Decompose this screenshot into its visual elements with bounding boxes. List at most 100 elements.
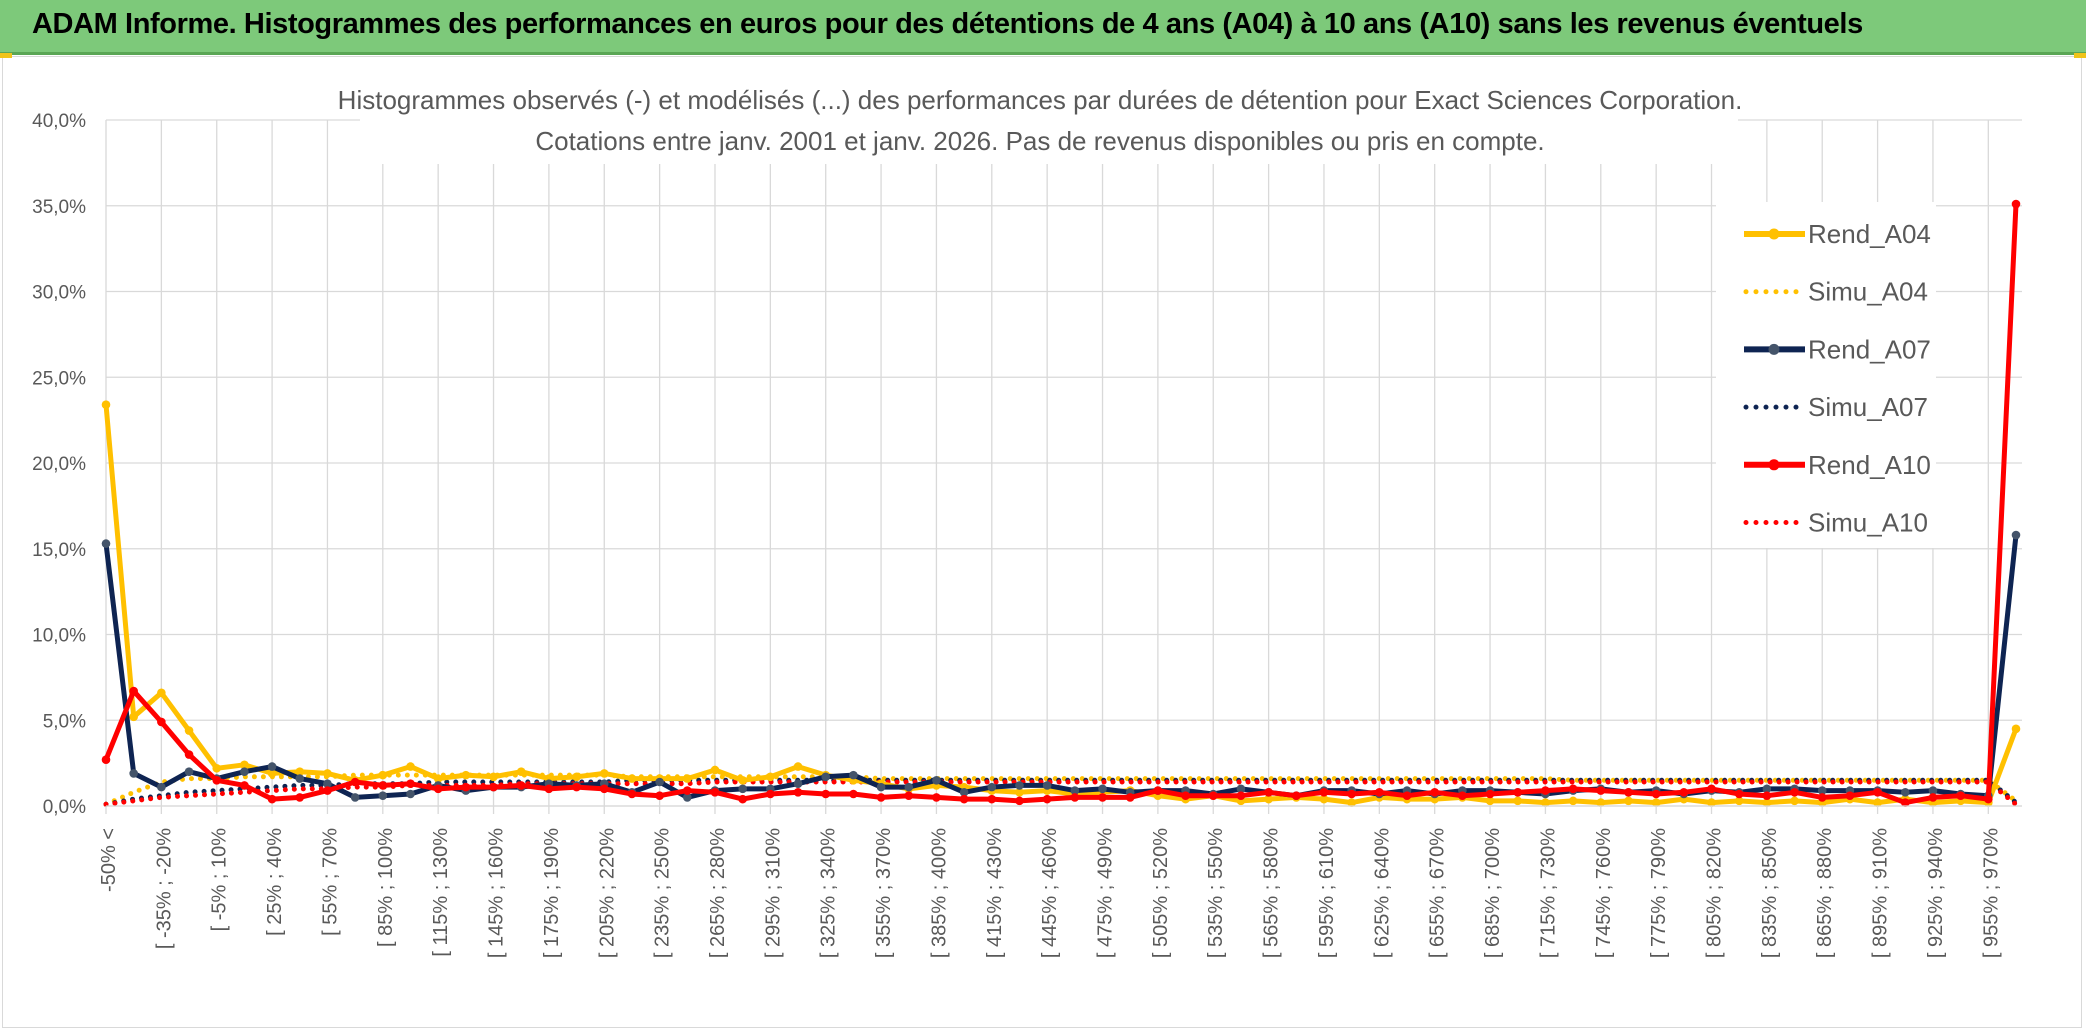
series-rend-a07-point	[987, 782, 997, 792]
series-rend-a04-point	[212, 763, 222, 773]
series-rend-a10-point	[350, 777, 360, 787]
series-rend-a10-point	[959, 794, 969, 804]
series-rend-a10-point	[1042, 794, 1052, 804]
series-rend-a04-point	[323, 769, 332, 778]
x-tick-label: [ 25% ; 40%	[264, 828, 286, 936]
series-rend-a10-point	[599, 784, 609, 794]
series-rend-a10-point	[1513, 787, 1523, 797]
series-rend-a07-point	[1236, 784, 1246, 794]
series-rend-a10-point	[821, 789, 831, 799]
x-tick-label: [ 805% ; 820%	[1704, 828, 1726, 958]
series-rend-a04-point	[2011, 724, 2021, 734]
series-simu-a10-line	[103, 779, 2019, 807]
series-rend-a07-point	[904, 782, 914, 792]
series-rend-a10-point	[323, 786, 332, 795]
series-rend-a04-point	[1873, 798, 1882, 807]
series-rend-a07-point	[157, 782, 166, 792]
chart-title-line1: Histogrammes observés (-) et modélisés (…	[338, 85, 1743, 115]
x-tick-label: [ 385% ; 400%	[928, 828, 950, 958]
x-tick-label: [ 595% ; 610%	[1316, 828, 1338, 958]
y-tick-label: 15,0%	[32, 540, 86, 561]
x-tick-label: -50% <	[98, 828, 120, 892]
x-tick-label: [ 835% ; 850%	[1759, 828, 1781, 958]
series-rend-a04-point	[1624, 796, 1633, 806]
series-rend-a10-point	[1596, 786, 1606, 795]
series-rend-a04-point	[1568, 796, 1578, 806]
series-rend-a10-point	[1790, 787, 1799, 797]
series-rend-a04-point	[184, 726, 194, 735]
x-tick-label: [ 685% ; 700%	[1482, 828, 1504, 958]
series-rend-a04-point	[1707, 798, 1716, 807]
series-rend-a10-point	[1900, 798, 1910, 807]
series-rend-a10-point	[1181, 791, 1190, 801]
series-rend-a04-point	[710, 765, 720, 775]
series-rend-a10-point	[904, 791, 914, 801]
y-tick-label: 40,0%	[32, 111, 86, 132]
series-rend-a10-point	[1817, 793, 1827, 802]
series-rend-a10-point	[433, 784, 443, 794]
chart-frame	[2, 56, 2082, 1028]
series-rend-a04-point	[1015, 787, 1024, 797]
series-rend-a10-point	[1956, 791, 1965, 801]
series-rend-a07-line	[103, 534, 2019, 800]
series-rend-a10-point	[1707, 784, 1716, 794]
series-rend-a07-point	[1098, 784, 1107, 794]
series-rend-a04-point	[240, 760, 249, 770]
x-tick-label: [ 115% ; 130%	[430, 828, 452, 957]
chart-title-line2: Cotations entre janv. 2001 et janv. 2026…	[535, 126, 1544, 156]
series-rend-a04-point	[433, 774, 443, 783]
y-tick-label: 10,0%	[32, 626, 86, 647]
series-rend-a07-point	[655, 777, 664, 787]
series-rend-a10-point	[1624, 787, 1633, 797]
y-tick-label: 25,0%	[32, 368, 86, 389]
series-rend-a07-point	[378, 791, 388, 801]
series-rend-a04-point	[1319, 794, 1329, 804]
series-rend-a10-point	[1762, 791, 1772, 801]
series-rend-a07-point	[1928, 786, 1938, 795]
x-tick-label: [ 535% ; 550%	[1205, 828, 1227, 958]
legend-marker-rend-a04	[1768, 228, 1780, 240]
series-rend-a10-point	[849, 789, 858, 799]
series-rend-a10-point	[2011, 199, 2021, 209]
series-rend-a04-point	[599, 769, 609, 778]
series-rend-a07-point	[1015, 781, 1024, 790]
x-tick-label: [ 475% ; 490%	[1095, 828, 1117, 958]
series-rend-a04-point	[129, 712, 138, 722]
x-tick-label: [ 895% ; 910%	[1870, 828, 1892, 958]
legend-marker-rend-a10	[1768, 459, 1780, 471]
series-rend-a10-point	[101, 755, 111, 764]
series-rend-a07-point	[129, 769, 138, 778]
series-rend-a07-point	[1817, 786, 1827, 795]
series-rend-a07-point	[683, 793, 692, 802]
x-tick-label: [ 265% ; 280%	[707, 828, 729, 958]
series-rend-a10-point	[1541, 786, 1550, 795]
x-tick-label: [ 355% ; 370%	[873, 828, 895, 958]
x-tick-label: [ 445% ; 460%	[1039, 828, 1061, 958]
series-rend-a10-point	[1651, 789, 1661, 799]
series-rend-a04-point	[1541, 798, 1550, 807]
series-rend-a04-point	[267, 769, 277, 778]
series-rend-a10-point	[1873, 787, 1882, 797]
x-tick-label: [ 565% ; 580%	[1261, 828, 1283, 958]
x-tick-label: [ -5% ; 10%	[209, 828, 231, 932]
x-tick-label: [ 85% ; 100%	[375, 828, 397, 947]
series-rend-a07-point	[406, 789, 415, 799]
series-rend-a10-point	[129, 686, 138, 696]
x-tick-label: [ 625% ; 640%	[1371, 828, 1393, 958]
series-rend-a10-point	[1264, 787, 1273, 797]
series-rend-a10-point	[489, 782, 498, 792]
series-rend-a07-point	[323, 779, 332, 789]
y-tick-label: 5,0%	[43, 711, 86, 732]
legend-label-rend-a07: Rend_A07	[1808, 334, 1931, 364]
series-rend-a04-point	[157, 688, 166, 698]
x-tick-label: [ 955% ; 970%	[1980, 828, 2002, 958]
series-rend-a07-point	[738, 784, 747, 794]
series-rend-a04-point	[793, 762, 803, 771]
series-rend-a10-point	[1402, 791, 1412, 801]
x-tick-label: [ 55% ; 70%	[319, 828, 341, 936]
series-rend-a04-point	[1790, 796, 1799, 806]
series-rend-a10-point	[1153, 786, 1163, 795]
page-title: ADAM Informe. Histogrammes des performan…	[32, 8, 1863, 40]
series-rend-a10-point	[461, 782, 471, 792]
